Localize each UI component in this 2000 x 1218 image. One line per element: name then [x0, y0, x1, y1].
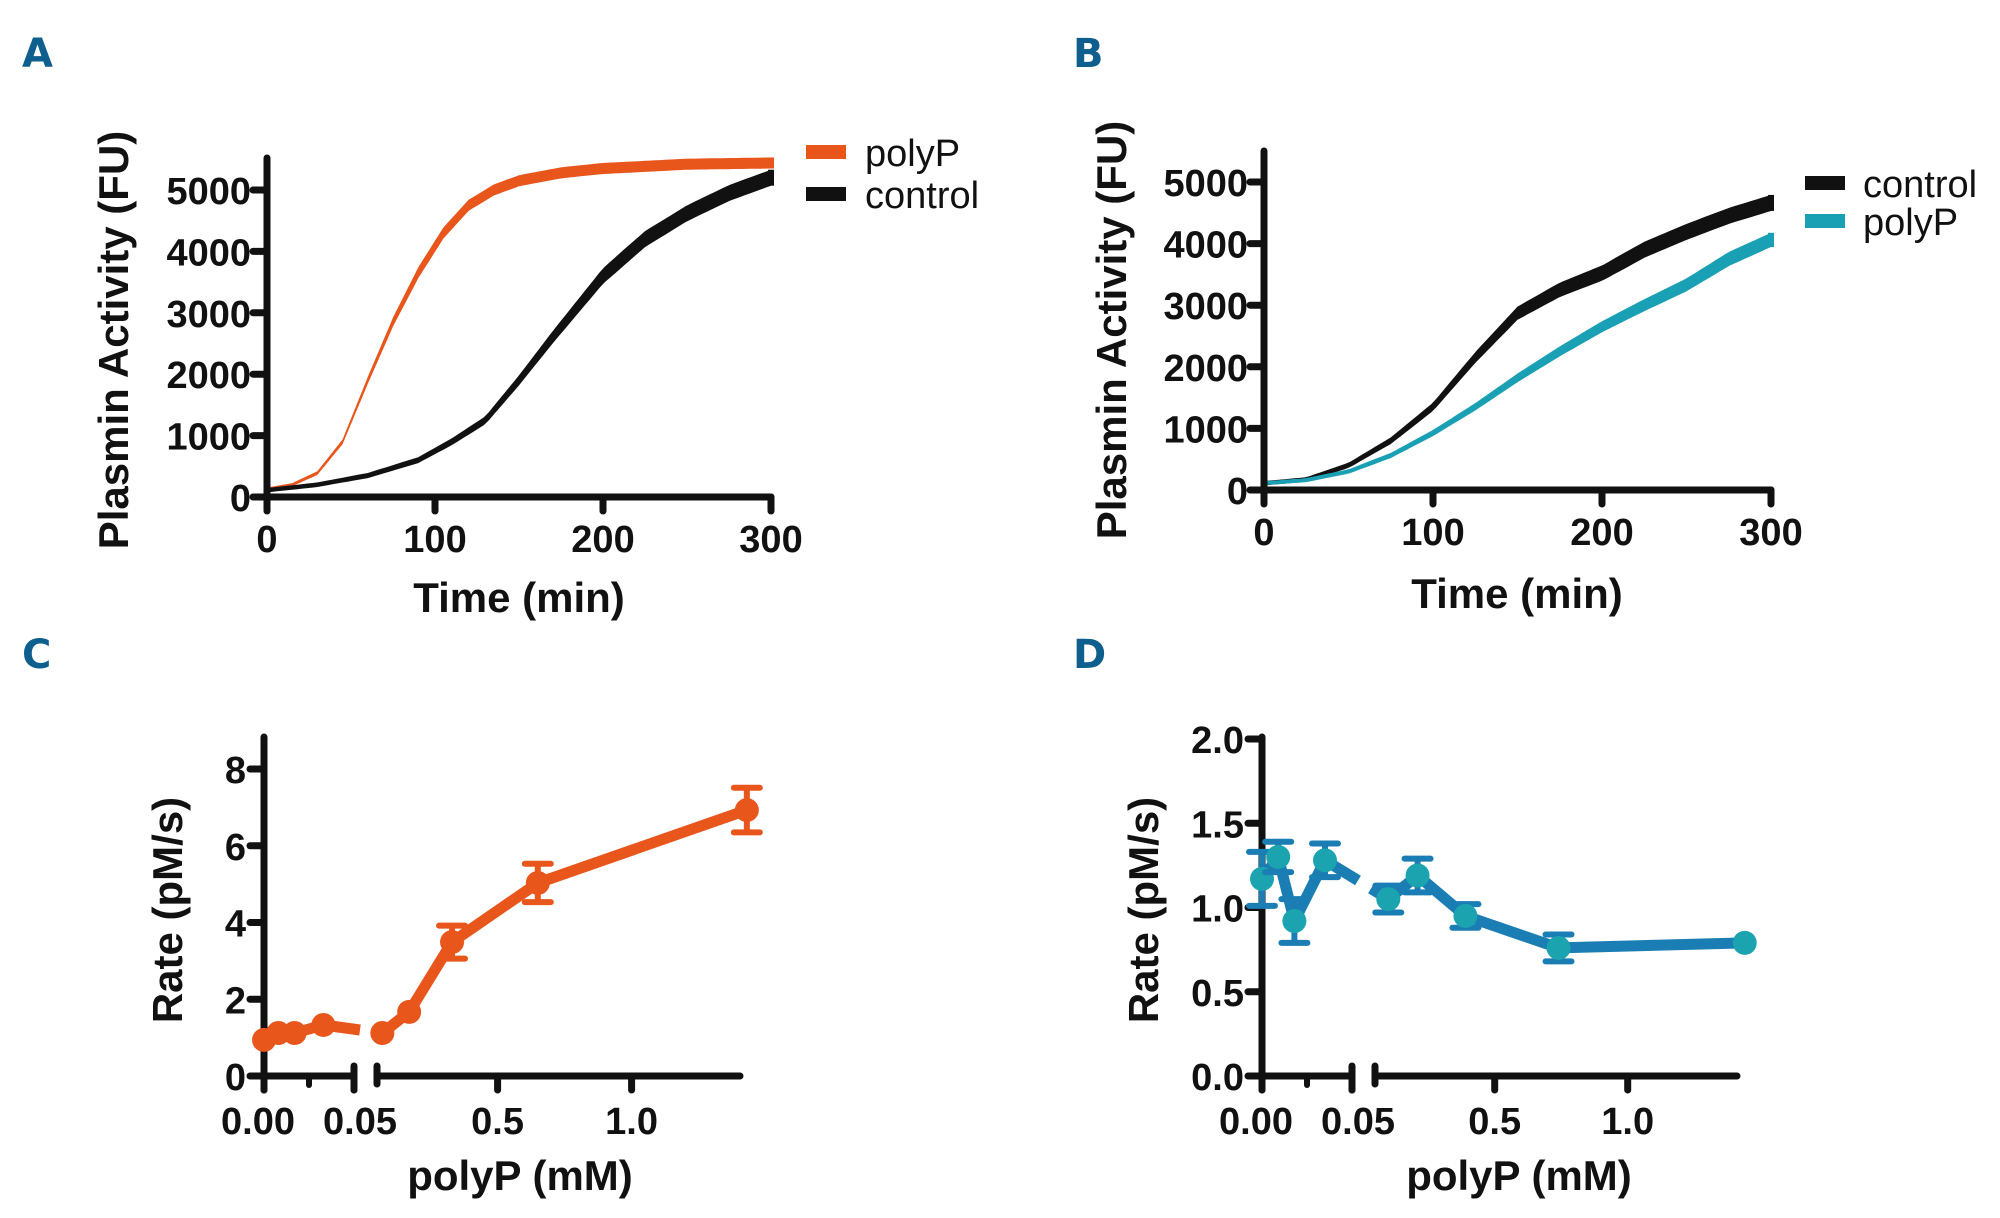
panel-c-xlabel: polyP (mM) — [407, 1152, 633, 1199]
data-point — [1405, 863, 1430, 888]
data-point — [525, 870, 550, 895]
panel-d-chart: 0.00 0.05 0.5 1.0 0.0 0.5 1.0 1.5 2.0 polyP (mM)… — [1120, 720, 1757, 1199]
data-point — [1732, 930, 1757, 955]
panel-c-chart: 0.00 0.05 0.5 1.0 0 2 4 6 8 polyP (mM) Rate (pM/… — [144, 733, 763, 1199]
y-tick-label: 2000 — [166, 355, 251, 397]
y-tick-label: 1.0 — [1191, 889, 1244, 931]
x-tick-label: 0.00 — [1219, 1101, 1293, 1143]
legend-label-control: control — [1863, 164, 1977, 206]
x-tick-label: 0.05 — [323, 1101, 397, 1143]
x-tick-label: 0 — [1253, 512, 1274, 554]
y-tick-label: 4000 — [1163, 225, 1248, 267]
y-tick-label: 0 — [1227, 471, 1248, 513]
y-tick-label: 1.5 — [1191, 804, 1244, 846]
x-tick-label: 300 — [1739, 512, 1802, 554]
x-tick-label: 300 — [739, 519, 802, 561]
x-tick-label: 0.5 — [471, 1101, 524, 1143]
x-tick-label: 0.00 — [221, 1101, 295, 1143]
y-tick-label: 1000 — [1163, 409, 1248, 451]
x-tick-label: 200 — [571, 519, 634, 561]
x-tick-label: 0.05 — [1321, 1101, 1395, 1143]
x-tick-label: 0.5 — [1468, 1101, 1521, 1143]
data-point — [1282, 908, 1307, 933]
y-tick-label: 2000 — [1163, 348, 1248, 390]
data-point — [397, 999, 422, 1024]
panel-b-xlabel: Time (min) — [1411, 570, 1623, 617]
series-band-polyp — [1264, 232, 1771, 486]
y-tick-label: 0.0 — [1191, 1057, 1244, 1099]
panel-a-series — [267, 157, 774, 493]
y-tick-label: 1000 — [166, 417, 251, 459]
data-point — [1266, 844, 1291, 869]
x-tick-label: 0 — [256, 519, 277, 561]
panel-b-series — [1264, 194, 1774, 486]
data-point — [1313, 848, 1337, 873]
y-tick-label: 0 — [225, 1057, 246, 1099]
series-line-right — [372, 804, 749, 1039]
panel-a-xlabel: Time (min) — [413, 574, 625, 621]
series-band-control — [1264, 194, 1771, 486]
y-tick-label: 3000 — [166, 294, 251, 336]
y-tick-label: 3000 — [1163, 286, 1248, 328]
legend-swatch-control — [1805, 176, 1845, 190]
legend-swatch-control — [806, 187, 846, 201]
panel-d-series — [1246, 838, 1757, 965]
panel-d-ylabel: Rate (pM/s) — [1120, 797, 1167, 1023]
panel-b-legend: control polyP — [1805, 164, 1977, 244]
panel-a-ylabel: Plasmin Activity (FU) — [90, 131, 137, 550]
legend-swatch-polyp — [806, 145, 846, 159]
panel-label-c: C — [22, 632, 51, 678]
panel-c-axes: 0.00 0.05 0.5 1.0 0 2 4 6 8 — [221, 733, 744, 1143]
y-tick-label: 0.5 — [1191, 973, 1244, 1015]
panel-a-legend: polyP control — [806, 133, 979, 217]
panel-c-series — [252, 784, 763, 1052]
data-point — [311, 1012, 336, 1037]
data-point — [734, 798, 759, 823]
panel-b-ylabel: Plasmin Activity (FU) — [1088, 121, 1135, 540]
y-tick-label: 8 — [225, 750, 246, 792]
data-point — [1453, 903, 1478, 928]
data-point — [1546, 935, 1571, 960]
x-tick-label: 1.0 — [605, 1101, 658, 1143]
data-point — [370, 1021, 395, 1046]
data-point — [1376, 887, 1401, 912]
y-tick-label: 2.0 — [1191, 720, 1244, 762]
panel-d-xlabel: polyP (mM) — [1406, 1152, 1632, 1199]
y-tick-label: 5000 — [166, 171, 251, 213]
panel-label-a: A — [22, 31, 53, 77]
panel-d-axes: 0.00 0.05 0.5 1.0 0.0 0.5 1.0 1.5 2.0 — [1191, 720, 1741, 1143]
series-band-control — [267, 169, 771, 493]
x-tick-label: 1.0 — [1601, 1101, 1654, 1143]
x-tick-label: 100 — [403, 519, 466, 561]
legend-swatch-polyp — [1805, 214, 1845, 228]
legend-label-control: control — [865, 175, 979, 217]
y-tick-label: 2 — [225, 980, 246, 1022]
panel-c-ylabel: Rate (pM/s) — [144, 797, 191, 1023]
panel-label-b: B — [1073, 31, 1104, 77]
y-tick-label: 4 — [225, 904, 246, 946]
data-point — [282, 1021, 307, 1046]
data-point — [440, 930, 465, 955]
legend-label-polyp: polyP — [865, 133, 960, 175]
y-tick-label: 4000 — [166, 232, 251, 274]
y-tick-label: 0 — [230, 478, 251, 520]
y-tick-label: 6 — [225, 827, 246, 869]
legend-label-polyp: polyP — [1863, 202, 1958, 244]
x-tick-label: 100 — [1401, 512, 1464, 554]
panel-label-d: D — [1073, 632, 1106, 678]
y-tick-label: 5000 — [1163, 163, 1248, 205]
x-tick-label: 200 — [1570, 512, 1633, 554]
